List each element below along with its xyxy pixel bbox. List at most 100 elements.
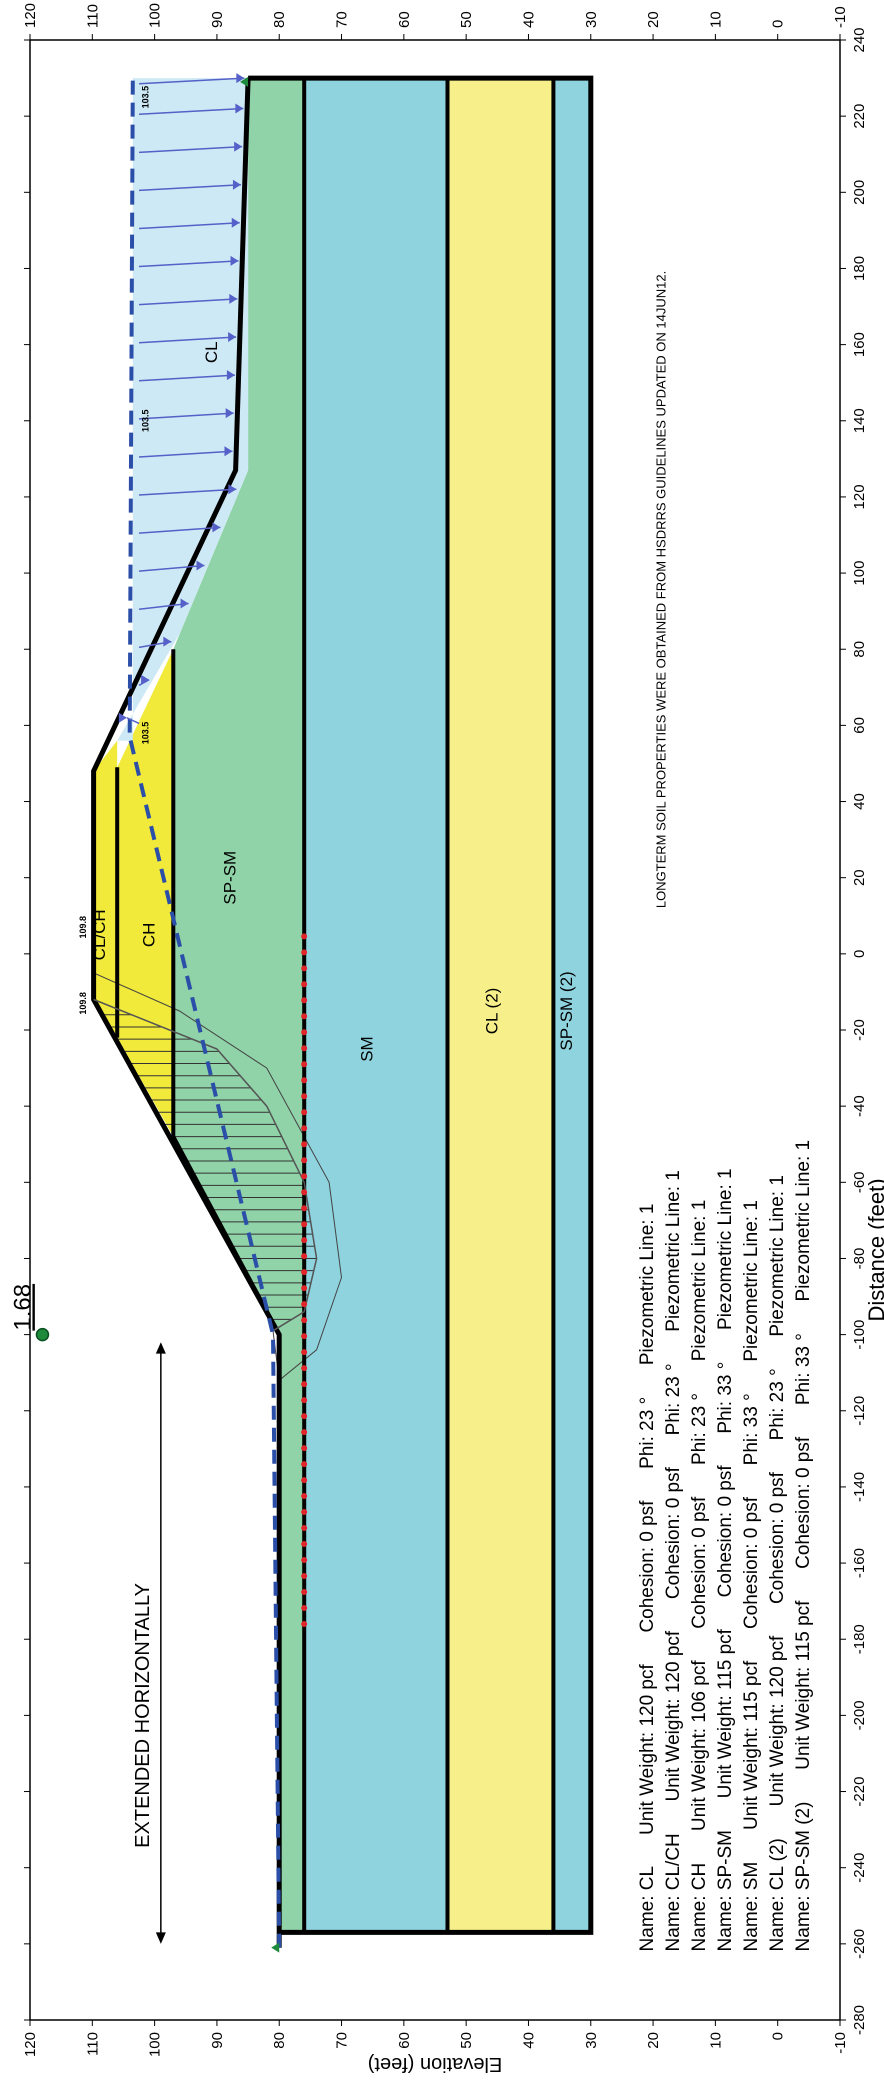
x-tick-label: -100 xyxy=(851,1320,868,1350)
x-tick-label: 60 xyxy=(851,717,868,734)
x-tick-label: 180 xyxy=(851,256,868,281)
x-tick-label: 20 xyxy=(851,869,868,886)
water-arrow-head xyxy=(224,446,233,457)
x-tick-label: -120 xyxy=(851,1396,868,1426)
slip-entry-point xyxy=(301,1525,308,1532)
y-tick-label: 90 xyxy=(209,2032,226,2049)
slip-entry-point xyxy=(301,1269,308,1276)
x-tick-label: -220 xyxy=(851,1777,868,1807)
y-tick-label: 40 xyxy=(520,2032,537,2049)
y-tick-label-right: 20 xyxy=(645,11,662,28)
x-axis-label: Distance (feet) xyxy=(864,1178,884,1321)
y-tick-label-right: 100 xyxy=(147,3,164,28)
boundary-lines xyxy=(91,75,594,1948)
water-arrow xyxy=(138,526,221,534)
slip-entry-point xyxy=(301,1157,308,1164)
slip-entry-point xyxy=(301,1573,308,1580)
extended-arrow-head-left xyxy=(155,1932,166,1944)
slip-entry-point xyxy=(301,1045,308,1052)
layer-cl-ch xyxy=(93,740,118,1038)
slip-entry-point xyxy=(301,1077,308,1084)
water-arrow-head xyxy=(236,73,245,84)
y-tick-label: 110 xyxy=(84,2032,101,2056)
right-end-marker xyxy=(240,76,249,87)
slip-entry-point xyxy=(301,933,308,940)
x-tick-label: 80 xyxy=(851,641,868,658)
layer-label: SM xyxy=(358,1036,377,1062)
water-load-arrows xyxy=(118,73,245,725)
water-arrow-head xyxy=(141,674,150,685)
axes: -280-260-240-220-200-180-160-140-120-100… xyxy=(22,3,884,2075)
slip-entry-point xyxy=(301,1029,308,1036)
legend-entry: Name: CH Unit Weight: 106 pcf Cohesion: … xyxy=(689,1200,710,1952)
water-arrow xyxy=(138,298,238,306)
slip-entry-point xyxy=(301,1541,308,1548)
water-arrow-head xyxy=(235,103,244,114)
y-tick-label: 70 xyxy=(334,2032,351,2049)
water-arrow-head xyxy=(229,293,238,304)
water-elevation-label: 103.5 xyxy=(140,410,150,433)
layer-cl-2- xyxy=(447,78,554,1933)
layer-label: SP-SM (2) xyxy=(557,971,576,1050)
slip-entry-point xyxy=(301,1509,308,1516)
slip-entry-point xyxy=(301,1397,308,1404)
legend-entry: Name: SP-SM (2) Unit Weight: 115 pcf Coh… xyxy=(793,1140,814,1952)
y-tick-label-right: 120 xyxy=(22,3,39,28)
y-tick-label-right: 90 xyxy=(209,11,226,28)
slip-entry-point xyxy=(301,1317,308,1324)
slip-entry-point xyxy=(301,1477,308,1484)
water-elevation-label: 103.5 xyxy=(140,722,150,745)
layer-label: CL (2) xyxy=(482,988,501,1035)
y-tick-label-right: 40 xyxy=(520,11,537,28)
slip-entry-point xyxy=(301,981,308,988)
y-tick-label: 30 xyxy=(583,2032,600,2049)
slip-entry-point xyxy=(301,1381,308,1388)
slip-entry-point xyxy=(301,1621,308,1627)
water-polygon xyxy=(117,78,249,741)
extended-horizontally-label: EXTENDED HORIZONTALLY xyxy=(132,1583,154,1848)
water-arrow xyxy=(138,260,239,268)
x-tick-label: -260 xyxy=(851,1929,868,1959)
water-arrow-head xyxy=(230,255,239,266)
x-tick-label: -40 xyxy=(851,1095,868,1117)
water-arrow-head xyxy=(228,332,237,342)
water-arrow xyxy=(138,374,235,382)
water-arrow xyxy=(138,602,189,610)
left-end-marker xyxy=(271,1942,280,1953)
x-tick-label: -180 xyxy=(851,1624,868,1654)
water-arrow-head xyxy=(232,179,241,190)
y-tick-label-right: 80 xyxy=(271,11,288,28)
y-tick-label: 10 xyxy=(707,2032,724,2049)
layer-label: CL xyxy=(202,341,221,363)
slip-entry-point xyxy=(301,1413,308,1420)
x-tick-label: -200 xyxy=(851,1700,868,1730)
slip-entry-point xyxy=(301,1589,308,1596)
layer-label: CH xyxy=(140,923,159,948)
y-tick-label-right: 0 xyxy=(770,20,787,28)
water-arrow xyxy=(138,412,234,420)
y-tick-label-right: 110 xyxy=(84,4,101,28)
water-elevation-label: 103.5 xyxy=(140,86,150,109)
x-tick-label: -160 xyxy=(851,1548,868,1578)
x-tick-label: -240 xyxy=(851,1853,868,1883)
x-tick-label: 0 xyxy=(851,950,868,958)
y-tick-label-right: 60 xyxy=(396,11,413,28)
soil-properties-note: LONGTERM SOIL PROPERTIES WERE OBTAINED F… xyxy=(654,271,669,908)
slip-entry-point xyxy=(301,1221,308,1228)
crest-elevation-label: 109.8 xyxy=(78,916,88,939)
x-tick-label: -60 xyxy=(851,1171,868,1193)
water-arrow-head xyxy=(196,560,205,571)
slip-entry-point xyxy=(301,1429,308,1436)
water-arrow xyxy=(138,488,237,496)
slip-entry-point xyxy=(301,1301,308,1308)
model-boundary xyxy=(248,75,594,1935)
x-tick-label: -280 xyxy=(851,2005,868,2035)
y-tick-label-right: 70 xyxy=(334,11,351,28)
slip-entry-points xyxy=(301,933,308,1627)
water-arrow xyxy=(138,183,241,192)
water-arrow-head xyxy=(180,598,189,609)
water-arrow xyxy=(138,145,243,154)
y-tick-label-right: 50 xyxy=(458,11,475,28)
water-arrow-head xyxy=(212,522,221,533)
x-tick-label: 120 xyxy=(851,484,868,509)
